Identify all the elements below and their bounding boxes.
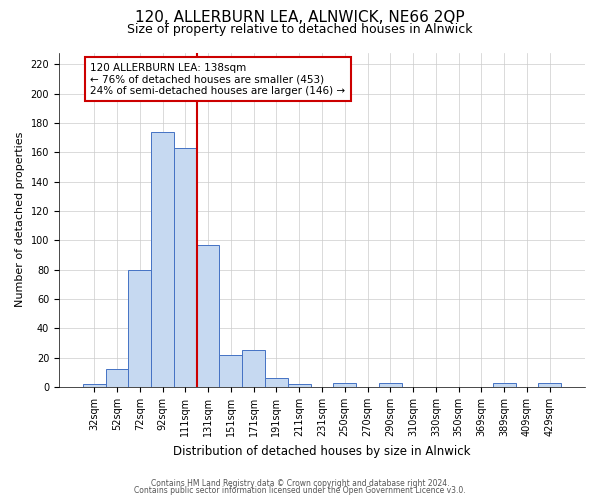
- Bar: [334, 382, 356, 387]
- Bar: [151, 132, 174, 387]
- Bar: [538, 382, 561, 387]
- Text: 120, ALLERBURN LEA, ALNWICK, NE66 2QP: 120, ALLERBURN LEA, ALNWICK, NE66 2QP: [135, 10, 465, 25]
- Text: Contains public sector information licensed under the Open Government Licence v3: Contains public sector information licen…: [134, 486, 466, 495]
- Text: 120 ALLERBURN LEA: 138sqm
← 76% of detached houses are smaller (453)
24% of semi: 120 ALLERBURN LEA: 138sqm ← 76% of detac…: [91, 62, 346, 96]
- Bar: [265, 378, 288, 387]
- Bar: [493, 382, 515, 387]
- Bar: [83, 384, 106, 387]
- Bar: [197, 244, 220, 387]
- Bar: [242, 350, 265, 387]
- Y-axis label: Number of detached properties: Number of detached properties: [15, 132, 25, 308]
- Bar: [379, 382, 401, 387]
- Text: Contains HM Land Registry data © Crown copyright and database right 2024.: Contains HM Land Registry data © Crown c…: [151, 478, 449, 488]
- Bar: [106, 370, 128, 387]
- Bar: [288, 384, 311, 387]
- Bar: [220, 355, 242, 387]
- Bar: [128, 270, 151, 387]
- X-axis label: Distribution of detached houses by size in Alnwick: Distribution of detached houses by size …: [173, 444, 471, 458]
- Bar: [174, 148, 197, 387]
- Text: Size of property relative to detached houses in Alnwick: Size of property relative to detached ho…: [127, 22, 473, 36]
